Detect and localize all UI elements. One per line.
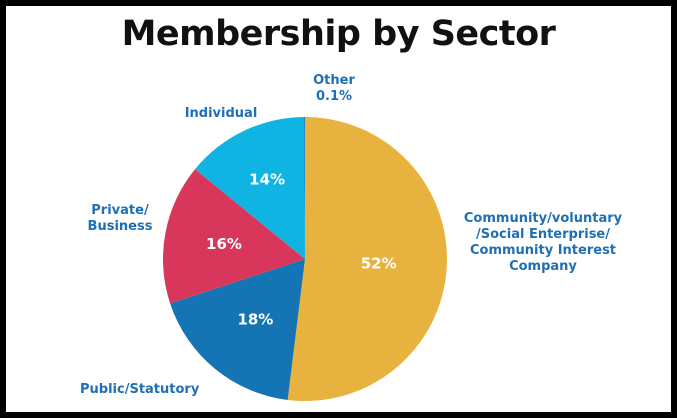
slice-category-label: Individual [185,106,258,121]
slice-category-label-line: Other [313,73,355,88]
pie-slice [170,259,305,400]
slice-percent-label: 18% [237,310,273,328]
slice-percent-label: 16% [206,235,242,253]
slice-category-label-line: /Social Enterprise/ [476,227,610,242]
slice-category-label-line: Private/ [91,203,149,218]
pie-slice [287,117,447,401]
slice-category-label-line: Business [88,219,153,234]
slice-percent-label: 52% [361,255,397,273]
slice-category-label-line: 0.1% [316,89,352,104]
pie-slice [195,117,305,259]
chart-title: Membership by Sector [121,14,556,54]
slice-category-label: Other 0.1% [313,73,355,104]
slice-category-label: Private/Business [88,203,153,234]
slice-category-label-line: Company [509,259,577,274]
slice-category-label-line: Community/voluntary [464,211,623,226]
slice-category-label-line: Community Interest [470,243,616,258]
slice-category-label: Public/Statutory [80,382,200,397]
pie-slice [304,116,305,259]
slice-category-label-line: Public/Statutory [80,382,200,397]
slice-percent-label: 14% [249,171,285,189]
slice-category-label: Community/voluntary/Social Enterprise/Co… [464,211,623,274]
pie-slice [162,169,305,304]
slice-category-label-line: Individual [185,106,258,121]
